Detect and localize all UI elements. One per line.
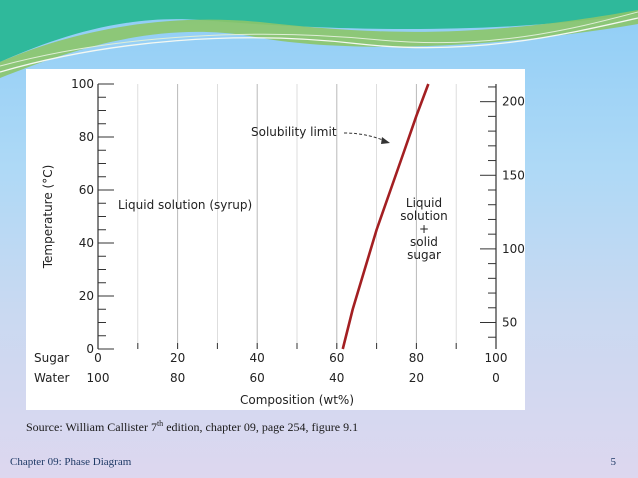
y-axis-left-label: Temperature (°C) — [41, 165, 55, 270]
region-label-liquid-plus-solid: + — [419, 222, 429, 236]
caption-prefix: Source: William Callister 7 — [26, 420, 157, 434]
x-tick-label-water: 0 — [492, 371, 500, 385]
x-tick-label-water: 40 — [329, 371, 344, 385]
y-tick-label-left: 60 — [79, 183, 94, 197]
x-scale-name-water: Water — [34, 371, 70, 385]
region-label-liquid-plus-solid: sugar — [407, 248, 441, 262]
x-tick-label-sugar: 80 — [409, 351, 424, 365]
y-tick-label-left: 100 — [71, 77, 94, 91]
x-axis-label: Composition (wt%) — [240, 393, 354, 407]
x-scale-name-sugar: Sugar — [34, 351, 69, 365]
region-label-liquid-plus-solid: solution — [400, 209, 448, 223]
solubility-limit-curve — [341, 83, 430, 350]
x-tick-label-water: 100 — [87, 371, 110, 385]
region-label-liquid-solution: Liquid solution (syrup) — [118, 198, 252, 212]
y-tick-label-right: 200 — [502, 95, 525, 109]
y-tick-label-left: 40 — [79, 236, 94, 250]
annotation-solubility-limit: Solubility limit — [251, 125, 337, 139]
x-tick-label-sugar: 100 — [485, 351, 508, 365]
x-tick-label-sugar: 40 — [250, 351, 265, 365]
y-tick-label-left: 20 — [79, 289, 94, 303]
y-tick-label-right: 150 — [502, 168, 525, 182]
region-label-liquid-plus-solid: solid — [410, 235, 438, 249]
x-tick-label-sugar: 60 — [329, 351, 344, 365]
y-tick-label-right: 100 — [502, 242, 525, 256]
y-tick-label-left: 0 — [86, 342, 94, 356]
y-tick-label-left: 80 — [79, 130, 94, 144]
x-tick-label-water: 80 — [170, 371, 185, 385]
x-tick-label-water: 60 — [250, 371, 265, 385]
region-label-liquid-plus-solid: Liquid — [406, 196, 442, 210]
caption-suffix: edition, chapter 09, page 254, figure 9.… — [163, 420, 359, 434]
caption-superscript: th — [156, 419, 164, 428]
source-caption: Source: William Callister 7th edition, c… — [26, 419, 358, 435]
header-wave-banner — [0, 0, 638, 78]
annotation-arrowhead — [381, 137, 390, 144]
footer-chapter-title: Chapter 09: Phase Diagram — [10, 456, 132, 468]
annotation-arrow-line — [343, 132, 389, 143]
slide-page-number: 5 — [610, 456, 617, 468]
x-tick-label-sugar: 0 — [94, 351, 102, 365]
x-tick-label-sugar: 20 — [170, 351, 185, 365]
x-tick-label-water: 20 — [409, 371, 424, 385]
y-tick-label-right: 50 — [502, 316, 517, 330]
